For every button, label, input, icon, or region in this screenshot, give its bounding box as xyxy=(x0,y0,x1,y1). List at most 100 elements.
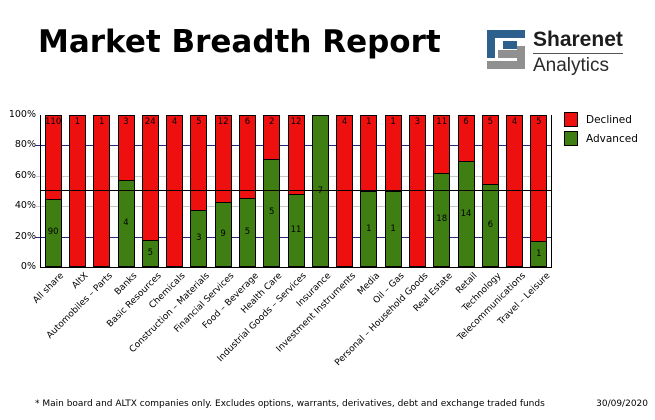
advanced-count-label: 3 xyxy=(196,232,202,243)
declined-count-label: 6 xyxy=(463,117,469,127)
advanced-count-label: 9 xyxy=(220,228,226,239)
bar-financial-services: 12 9 xyxy=(214,115,232,267)
advanced-segment xyxy=(385,191,401,266)
advanced-segment xyxy=(118,180,134,266)
advanced-segment xyxy=(458,161,474,266)
advanced-count-label: 4 xyxy=(123,218,129,229)
declined-count-label: 12 xyxy=(217,117,229,127)
y-axis-label-40: 40% xyxy=(14,200,36,212)
advanced-count-label: 11 xyxy=(290,225,302,236)
logo-text: Sharenet Analytics xyxy=(533,29,623,77)
logo-brand-text: Sharenet xyxy=(533,29,623,54)
advanced-segment xyxy=(531,241,547,266)
declined-count-label: 1 xyxy=(366,117,372,127)
bar-automobiles-parts: 1 xyxy=(93,115,111,267)
advanced-segment xyxy=(191,209,207,266)
page-title: Market Breadth Report xyxy=(38,24,441,60)
declined-count-label: 11 xyxy=(436,117,448,127)
legend-item-declined: Declined xyxy=(564,112,638,127)
advanced-count-label: 7 xyxy=(317,186,323,196)
declined-count-label: 4 xyxy=(171,117,178,127)
bar-altx: 1 xyxy=(68,115,86,267)
y-tick-80 xyxy=(35,145,40,146)
advanced-segment xyxy=(361,191,377,266)
advanced-segment xyxy=(215,201,231,266)
advanced-segment xyxy=(312,116,328,266)
plot-area: 110 90 1 1 3 4 24 5 4 5 3 12 9 6 5 2 5 12 11 7 4 1 1 1 1 3 11 18 6 14… xyxy=(35,115,552,268)
advanced-segment xyxy=(434,172,450,266)
y-tick-40 xyxy=(35,206,40,207)
declined-count-label: 5 xyxy=(196,117,202,127)
sharenet-logo-icon xyxy=(487,30,525,69)
declined-count-label: 6 xyxy=(244,117,251,127)
bar-retail: 6 14 xyxy=(457,115,475,267)
y-tick-60 xyxy=(35,176,40,177)
declined-count-label: 1 xyxy=(390,117,396,127)
declined-count-label: 2 xyxy=(268,117,275,127)
advanced-count-label: 5 xyxy=(147,248,153,259)
bar-industrial-goods-services: 12 11 xyxy=(287,115,305,267)
bar-telecommunications: 4 xyxy=(506,115,524,267)
footnote-text: * Main board and ALTX companies only. Ex… xyxy=(35,399,545,409)
sharenet-logo: Sharenet Analytics xyxy=(486,29,623,77)
advanced-segment xyxy=(264,158,280,266)
x-axis-label-altx: AltX xyxy=(70,271,91,292)
x-axis-label-all-share: All share xyxy=(31,271,67,306)
legend-item-advanced: Advanced xyxy=(564,131,638,146)
declined-count-label: 1 xyxy=(98,117,105,127)
declined-count-label: 3 xyxy=(414,117,421,127)
y-axis-label-80: 80% xyxy=(14,139,36,151)
y-axis-label-100: 100% xyxy=(8,109,36,120)
y-axis-label-20: 20% xyxy=(14,230,36,242)
bar-real-estate: 11 18 xyxy=(433,115,451,267)
declined-count-label: 5 xyxy=(487,117,493,127)
advanced-count-label: 14 xyxy=(460,208,472,219)
bar-personal-household-goods: 3 xyxy=(408,115,426,267)
bar-investment-instruments: 4 xyxy=(336,115,354,267)
declined-count-label: 5 xyxy=(536,117,542,127)
footnote: * Main board and ALTX companies only. Ex… xyxy=(35,399,648,409)
bar-basic-resources: 24 5 xyxy=(141,115,159,267)
legend-label-declined: Declined xyxy=(586,113,632,126)
advanced-segment xyxy=(142,240,158,266)
y-axis-label-0: 0% xyxy=(20,261,36,272)
report-date: 30/09/2020 xyxy=(596,399,648,409)
declined-count-label: 12 xyxy=(290,117,302,127)
advanced-count-label: 1 xyxy=(366,223,372,234)
advanced-swatch xyxy=(564,131,578,146)
x-axis-labels: All share AltX Automobiles – Parts Banks Bas… xyxy=(32,271,552,401)
chart-legend: Declined Advanced xyxy=(564,112,638,150)
advanced-segment xyxy=(482,184,498,266)
fifty-percent-reference-line xyxy=(41,190,551,191)
declined-count-label: 4 xyxy=(341,117,348,127)
declined-count-label: 4 xyxy=(511,117,518,127)
bar-insurance: 7 xyxy=(311,115,329,267)
declined-count-label: 110 xyxy=(45,117,62,127)
advanced-count-label: 1 xyxy=(390,223,396,234)
advanced-segment xyxy=(288,194,304,266)
logo-sub-text: Analytics xyxy=(533,55,610,76)
declined-count-label: 24 xyxy=(144,117,156,127)
bar-all-share: 110 90 xyxy=(44,115,62,267)
declined-count-label: 3 xyxy=(123,117,129,127)
declined-count-label: 1 xyxy=(74,117,81,127)
y-tick-20 xyxy=(35,237,40,238)
advanced-count-label: 5 xyxy=(244,226,251,237)
advanced-count-label: 1 xyxy=(536,248,542,259)
advanced-count-label: 90 xyxy=(47,227,59,238)
bar-chemicals: 4 xyxy=(166,115,184,267)
legend-label-advanced: Advanced xyxy=(586,132,638,145)
advanced-count-label: 18 xyxy=(436,214,448,225)
advanced-count-label: 6 xyxy=(487,220,493,231)
advanced-segment xyxy=(45,198,61,266)
y-axis-label-60: 60% xyxy=(14,169,36,181)
